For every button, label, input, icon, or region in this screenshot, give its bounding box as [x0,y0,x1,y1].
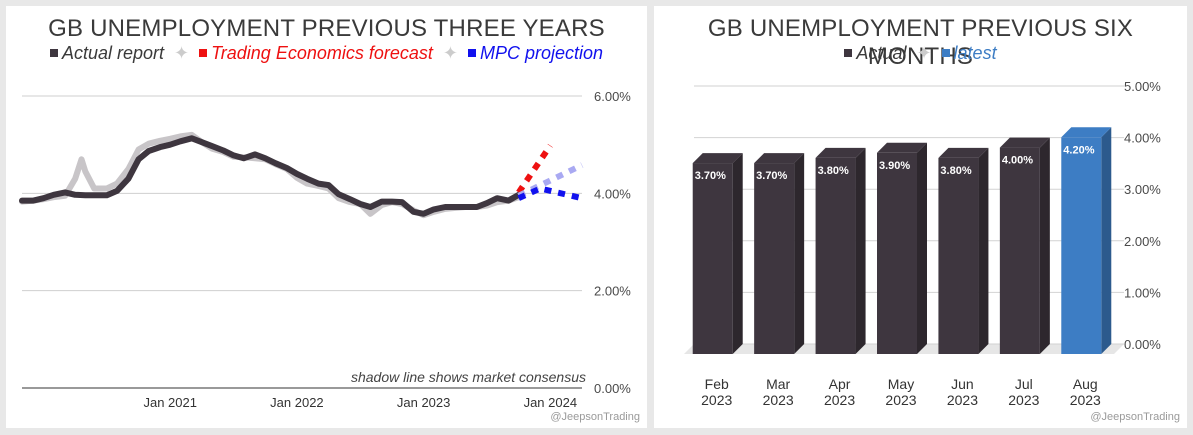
legend-separator-icon: ✦ [174,43,190,63]
y-tick-label: 6.00% [594,89,631,104]
legend-item-latest: latest [941,43,997,64]
x-tick-label: Jan 2021 [143,395,197,410]
x-tick-label: Jan 2024 [524,395,578,410]
bar [815,157,856,354]
line-chart-plot: 6.00% 4.00% 2.00% 0.00% Jan 2021 Jan 2022 Jan … [19,89,640,423]
legend-label: Actual report [61,43,165,63]
legend-item-actual: Actual [844,43,906,64]
right-chart-legend: Actual ✦ latest [654,43,1187,64]
bar-side [978,147,989,354]
bar-side [917,142,927,354]
x-tick-month: Apr [829,376,851,392]
left-chart-legend: Actual report ✦ Trading Economics foreca… [6,43,647,64]
legend-label: MPC projection [479,43,604,63]
y-tick-label: 5.00% [1124,79,1161,94]
x-tick-month: Aug [1073,376,1098,392]
bar-side [855,147,866,354]
x-tick-month: Jun [951,376,974,392]
bar-top [692,153,743,164]
x-tick-year: 2023 [763,392,794,408]
right-chart-title: GB UNEMPLOYMENT PREVIOUS SIX MONTHS [707,15,1134,70]
y-tick-label: 1.00% [1124,285,1161,300]
y-tick-label: 2.00% [1124,234,1161,249]
bar [1061,137,1102,354]
y-tick-label: 2.00% [594,284,631,299]
bar [692,163,733,354]
x-tick-year: 2023 [701,392,732,408]
bar-top [1061,127,1112,138]
watermark: @JeepsonTrading [550,411,640,423]
x-tick-month: Mar [766,376,790,392]
consensus-projection-line [517,162,584,199]
legend-swatch-icon [199,49,208,58]
x-tick-month: May [888,376,914,392]
bar [754,163,795,354]
bar-side [732,153,743,354]
x-tick-year: 2023 [947,392,978,408]
x-tick-label: Jan 2023 [397,395,451,410]
x-tick-year: 2023 [885,392,916,408]
bar [877,152,917,354]
x-tick-year: 2023 [1070,392,1101,408]
watermark: @JeepsonTrading [1090,411,1180,423]
legend-swatch-icon [467,49,476,58]
y-tick-label: 4.00% [1124,131,1161,146]
bar-top [938,147,989,158]
y-tick-label: 4.00% [594,186,631,201]
bar-side [1101,127,1112,354]
x-tick-year: 2023 [1008,392,1039,408]
right-chart-panel: GB UNEMPLOYMENT PREVIOUS SIX MONTHS Actu… [654,6,1187,428]
te-forecast-line [516,143,553,195]
bar-top [754,153,805,164]
bar-top [815,147,866,158]
consensus-shadow-line [19,131,522,219]
bar-top [999,137,1050,148]
bar-value-label: 3.70% [695,170,726,182]
y-tick-label: 0.00% [1124,337,1161,352]
legend-separator-icon: ✦ [916,43,932,63]
bar-value-label: 3.70% [756,170,787,182]
legend-item-actual-report: Actual report [49,43,165,64]
chart-annotation: shadow line shows market consensus [351,369,586,385]
legend-item-te-forecast: Trading Economics forecast [199,43,433,64]
bar-side [1039,137,1050,354]
legend-label: Trading Economics forecast [211,43,433,63]
actual-report-line [19,135,522,217]
legend-swatch-icon [941,49,950,58]
bar-value-label: 3.80% [818,165,849,177]
x-tick-month: Jul [1015,376,1033,392]
bar [999,147,1040,354]
x-tick-month: Feb [705,376,729,392]
x-tick-label: Jan 2022 [270,395,324,410]
bar [938,157,979,354]
bar-value-label: 4.00% [1002,155,1033,167]
x-tick-year: 2023 [824,392,855,408]
legend-label: latest [953,43,997,63]
bar-value-label: 3.80% [940,165,971,177]
legend-swatch-icon [49,49,58,58]
bar-chart-plot: 3.70% 3.70% 3.80% 3.90% 3.80% 4.00% 4.20% 5.00… [684,79,1180,423]
bar-top [877,142,927,153]
legend-separator-icon: ✦ [442,43,458,63]
legend-swatch-icon [844,49,853,58]
y-tick-label: 3.00% [1124,182,1161,197]
legend-label: Actual [856,43,907,63]
bar-side [794,153,805,354]
bar-value-label: 3.90% [879,160,910,172]
bar-value-label: 4.20% [1063,144,1094,156]
left-chart-title: GB UNEMPLOYMENT PREVIOUS THREE YEARS [48,15,605,42]
left-chart-panel: GB UNEMPLOYMENT PREVIOUS THREE YEARS Act… [6,6,647,428]
legend-item-mpc-projection: MPC projection [467,43,604,64]
y-tick-label: 0.00% [594,381,631,396]
